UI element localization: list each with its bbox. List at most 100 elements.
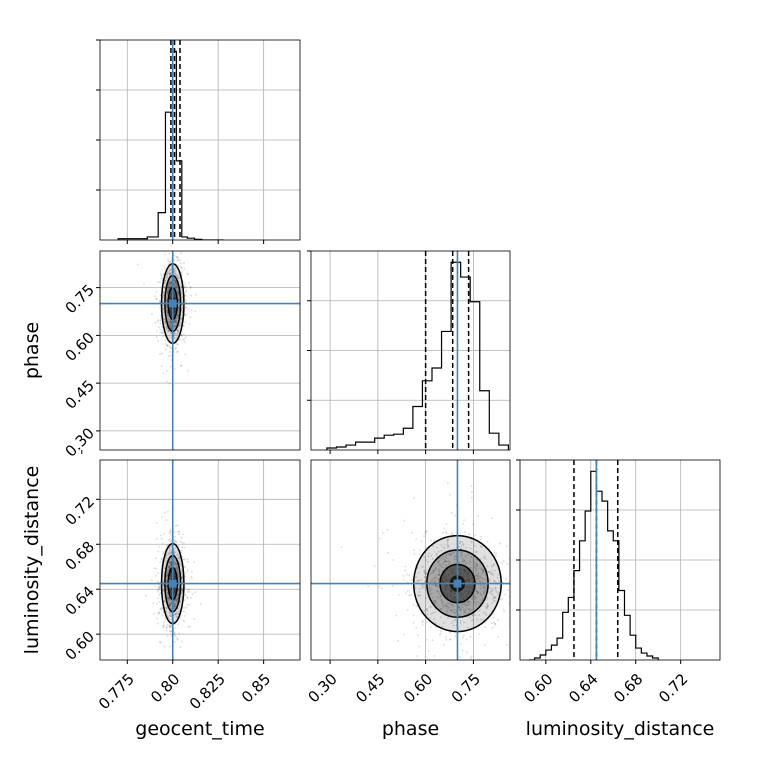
scatter-point <box>451 598 454 601</box>
scatter-point <box>176 329 179 332</box>
scatter-point <box>479 618 482 621</box>
scatter-point <box>187 588 190 591</box>
scatter-point <box>188 603 191 606</box>
scatter-point <box>429 626 432 629</box>
scatter-point <box>155 297 158 300</box>
scatter-point <box>459 608 462 611</box>
scatter-point <box>453 608 456 611</box>
scatter-point <box>169 272 172 275</box>
scatter-point <box>190 570 193 573</box>
scatter-point <box>174 634 177 637</box>
scatter-point <box>453 596 456 599</box>
scatter-point <box>170 563 173 566</box>
scatter-point <box>173 550 176 553</box>
scatter-point <box>480 535 483 538</box>
scatter-point <box>469 560 472 563</box>
scatter-point <box>160 365 163 368</box>
scatter-point <box>180 568 183 571</box>
scatter-point <box>173 284 176 287</box>
scatter-point <box>494 596 497 599</box>
scatter-point <box>464 580 467 583</box>
scatter-point <box>173 605 176 608</box>
scatter-point <box>167 318 170 321</box>
scatter-point <box>169 603 172 606</box>
scatter-point <box>512 575 514 577</box>
scatter-point <box>166 275 169 278</box>
scatter-point <box>476 577 479 580</box>
scatter-point <box>163 320 166 323</box>
scatter-point <box>436 596 439 599</box>
scatter-point <box>494 587 497 590</box>
scatter-point <box>154 574 157 577</box>
scatter-point <box>175 598 178 601</box>
scatter-point <box>174 320 177 323</box>
scatter-point <box>174 540 177 543</box>
scatter-point <box>167 260 170 263</box>
scatter-point <box>174 286 177 289</box>
truth-marker <box>453 579 462 588</box>
scatter-point <box>169 282 172 285</box>
scatter-point <box>458 613 461 616</box>
scatter-point <box>425 621 428 624</box>
scatter-point <box>517 599 519 601</box>
scatter-point <box>164 343 167 346</box>
scatter-point <box>444 603 447 606</box>
y-tick-label: 0.75 <box>62 281 98 317</box>
scatter-point <box>166 292 169 295</box>
scatter-point <box>168 284 171 287</box>
scatter-point <box>426 609 429 612</box>
scatter-point <box>448 584 451 587</box>
scatter-point <box>169 625 172 628</box>
scatter-point <box>483 586 486 589</box>
scatter-point <box>433 617 436 620</box>
scatter-point <box>170 562 173 565</box>
scatter-point <box>189 596 192 599</box>
scatter-point <box>482 618 485 621</box>
scatter-point <box>466 600 469 603</box>
scatter-point <box>183 614 186 617</box>
scatter-point <box>167 289 170 292</box>
scatter-point <box>492 597 495 600</box>
scatter-point <box>179 540 182 543</box>
scatter-point <box>433 538 436 541</box>
scatter-point <box>158 281 161 284</box>
scatter-point <box>471 576 474 579</box>
scatter-point <box>165 229 167 231</box>
scatter-point <box>154 295 157 298</box>
scatter-point <box>445 605 448 608</box>
scatter-point <box>173 605 176 608</box>
scatter-point <box>169 354 172 357</box>
scatter-point <box>169 280 172 283</box>
scatter-point <box>431 578 434 581</box>
scatter-point <box>173 281 176 284</box>
scatter-point <box>490 602 493 605</box>
scatter-point <box>176 259 179 262</box>
scatter-point <box>467 612 470 615</box>
scatter-point <box>177 308 180 311</box>
scatter-point <box>432 545 435 548</box>
scatter-point <box>180 307 183 310</box>
scatter-point <box>179 270 182 273</box>
scatter-point <box>158 641 161 644</box>
scatter-point <box>177 294 180 297</box>
scatter-point <box>422 565 425 568</box>
scatter-point <box>443 547 446 550</box>
scatter-point <box>484 573 487 576</box>
scatter-point <box>453 618 456 621</box>
scatter-point <box>465 661 467 663</box>
scatter-point <box>165 587 168 590</box>
scatter-point <box>169 324 172 327</box>
scatter-point <box>169 297 172 300</box>
scatter-point <box>476 590 479 593</box>
scatter-point <box>167 598 170 601</box>
scatter-point <box>408 574 411 577</box>
scatter-point <box>481 577 484 580</box>
scatter-point <box>169 284 172 287</box>
scatter-point <box>157 584 160 587</box>
scatter-point <box>454 555 457 558</box>
scatter-point <box>466 572 469 575</box>
scatter-point <box>173 308 176 311</box>
scatter-point <box>166 597 169 600</box>
scatter-point <box>173 613 176 616</box>
scatter-point <box>468 608 471 611</box>
